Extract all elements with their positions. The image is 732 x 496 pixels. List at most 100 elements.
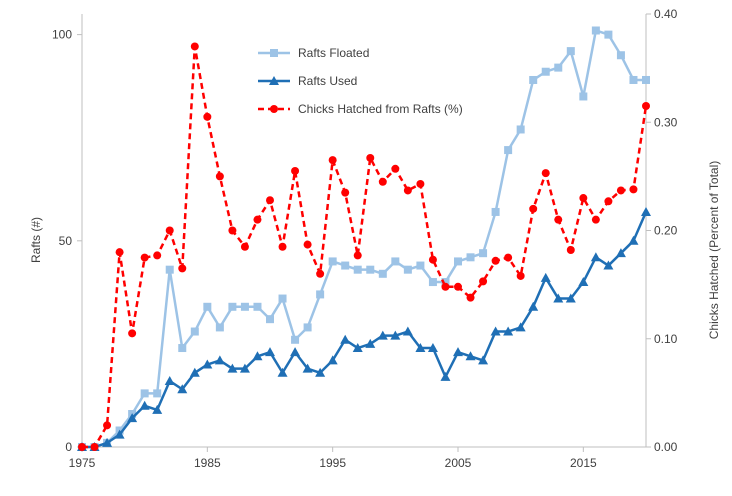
data-point [352, 343, 363, 353]
data-point [628, 235, 639, 245]
series-layer [77, 26, 651, 451]
data-point [491, 207, 500, 216]
data-point [553, 293, 564, 303]
data-point [615, 248, 626, 258]
data-point [616, 186, 625, 195]
data-point [491, 256, 500, 265]
data-point [566, 47, 575, 56]
data-point [178, 344, 187, 353]
legend: Rafts Floated Rafts Used Chicks Hatched fr… [258, 46, 463, 116]
series-square [78, 26, 650, 451]
data-point [153, 251, 162, 260]
data-point [629, 75, 638, 84]
data-point [565, 293, 576, 303]
data-point [102, 437, 113, 447]
data-point [504, 146, 513, 155]
data-point [303, 240, 312, 249]
data-point [291, 166, 300, 175]
data-point [566, 245, 575, 254]
data-point [353, 265, 362, 274]
data-point [391, 257, 400, 266]
right-tick-label: 0.40 [654, 7, 678, 21]
data-point [178, 264, 187, 273]
data-point [190, 42, 199, 51]
data-point [479, 277, 488, 286]
data-point [465, 351, 476, 361]
data-point [90, 443, 99, 451]
data-point [228, 302, 237, 311]
data-point [378, 177, 387, 186]
data-point [529, 204, 538, 213]
data-point [227, 363, 238, 373]
data-point [554, 63, 563, 72]
data-point [528, 301, 539, 311]
data-point [604, 197, 613, 206]
data-point [315, 367, 326, 377]
data-point [515, 322, 526, 332]
series-line [82, 211, 648, 449]
data-point [341, 188, 350, 197]
data-point [140, 253, 149, 262]
data-point [278, 242, 287, 251]
data-point [390, 330, 401, 340]
right-tick-label: 0.00 [654, 440, 678, 454]
data-point [466, 293, 475, 302]
data-point [202, 359, 213, 369]
data-point [240, 242, 249, 251]
data-point [441, 278, 450, 287]
data-point [165, 265, 174, 274]
x-tick-label: 1985 [194, 456, 221, 470]
data-point [642, 75, 650, 84]
data-point [114, 429, 125, 439]
data-point [516, 271, 525, 280]
right-tick-label: 0.20 [654, 224, 678, 238]
data-point [642, 102, 650, 111]
series-triangle [77, 206, 651, 451]
data-point [403, 265, 412, 274]
data-point [328, 257, 337, 266]
legend-label: Rafts Floated [298, 46, 369, 60]
x-tick-label: 2015 [570, 456, 597, 470]
data-point [454, 257, 462, 266]
data-point [454, 282, 462, 291]
data-point [478, 355, 489, 365]
data-point [278, 294, 287, 303]
data-point [466, 253, 475, 262]
data-point [578, 277, 589, 287]
data-point [152, 404, 163, 414]
data-point [441, 282, 450, 291]
data-point [239, 363, 250, 373]
data-point [165, 226, 174, 235]
data-point [253, 215, 262, 224]
data-point [554, 215, 563, 224]
data-point [215, 172, 224, 181]
right-tick-label: 0.10 [654, 332, 678, 346]
data-point [353, 251, 362, 260]
data-point [366, 265, 375, 274]
data-point [529, 75, 538, 84]
data-point [415, 343, 426, 353]
data-point [266, 315, 274, 324]
data-point [427, 343, 438, 353]
legend-marker [270, 105, 278, 113]
data-point [540, 272, 551, 282]
data-point [316, 269, 325, 278]
data-point [290, 347, 301, 357]
data-point [629, 185, 638, 194]
data-point [303, 323, 312, 332]
data-point [366, 153, 375, 162]
x-tick-label: 1995 [319, 456, 346, 470]
left-axis-title: Rafts (#) [29, 217, 43, 263]
data-point [440, 371, 451, 381]
data-point [604, 30, 613, 39]
data-point [579, 92, 588, 101]
right-axis-title: Chicks Hatched (Percent of Total) [707, 161, 721, 340]
data-point [78, 443, 86, 451]
legend-marker [270, 49, 278, 57]
data-point [128, 329, 137, 338]
legend-label: Chicks Hatched from Rafts (%) [298, 102, 463, 116]
left-tick-label: 0 [65, 440, 72, 454]
series-circle [78, 42, 650, 451]
data-point [428, 255, 437, 264]
